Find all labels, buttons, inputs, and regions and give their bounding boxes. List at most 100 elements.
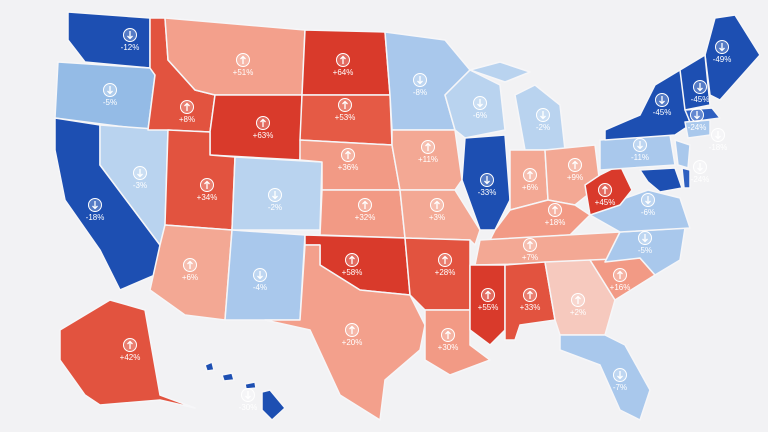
arrow-icon [342, 100, 348, 109]
arrow-icon [349, 255, 355, 264]
state-label: +3% [429, 198, 445, 222]
arrow-icon [527, 170, 533, 179]
arrow-icon [477, 99, 483, 108]
change-label: -2% [268, 203, 282, 212]
arrow-icon [540, 111, 546, 120]
change-label: +45% [595, 198, 616, 207]
change-label: -12% [121, 43, 140, 52]
arrow-icon [187, 260, 193, 269]
state-label: -6% [473, 96, 487, 120]
state-label: -18% [709, 128, 728, 152]
arrow-icon [345, 150, 351, 159]
arrow-icon [204, 180, 210, 189]
change-label: +7% [522, 253, 538, 262]
change-label: +36% [338, 163, 359, 172]
state-label: +20% [342, 323, 363, 347]
change-label: +58% [342, 268, 363, 277]
change-label: +30% [438, 343, 459, 352]
arrow-icon [184, 102, 190, 111]
change-label: -7% [613, 383, 627, 392]
state-label: -2% [536, 108, 550, 132]
change-label: +8% [179, 115, 195, 124]
state-label: -49% [713, 40, 732, 64]
change-label: +6% [522, 183, 538, 192]
state-label: +18% [545, 203, 565, 227]
arrow-icon [137, 169, 143, 178]
state-label: +64% [333, 53, 354, 77]
state-label: +16% [610, 268, 631, 292]
states [54, 11, 761, 421]
state-label: -24% [688, 108, 707, 132]
state-label: +32% [355, 198, 375, 222]
state-label: -11% [631, 138, 649, 162]
change-label: +55% [478, 303, 499, 312]
arrow-icon [694, 111, 700, 120]
arrow-icon [425, 142, 431, 151]
change-label: -2% [536, 123, 550, 132]
change-label: +20% [342, 338, 363, 347]
state [684, 107, 721, 123]
state [559, 334, 651, 421]
state [209, 94, 303, 161]
state-label: -4% [253, 268, 267, 292]
change-label: -45% [691, 95, 710, 104]
state-label: -30% [239, 388, 258, 412]
change-label: -24% [688, 123, 707, 132]
state-label: +45% [595, 183, 616, 207]
state-label: -8% [413, 73, 427, 97]
arrow-icon [642, 234, 648, 243]
state-label: +6% [182, 258, 198, 282]
arrow-icon [637, 141, 643, 150]
arrow-icon [445, 330, 451, 339]
change-label: -5% [638, 246, 652, 255]
arrow-icon [240, 55, 246, 64]
state-label: +9% [567, 158, 583, 182]
state-label: +2% [570, 293, 586, 317]
state [264, 244, 426, 421]
change-label: -49% [713, 55, 732, 64]
arrow-icon [245, 391, 251, 400]
arrow-icon [697, 163, 703, 172]
change-label: +51% [233, 68, 254, 77]
state-label: +11% [418, 140, 438, 164]
change-label: -5% [103, 98, 117, 107]
state-label: +33% [520, 288, 540, 312]
change-label: -30% [239, 403, 258, 412]
arrow-icon [442, 255, 448, 264]
state-label: -3% [133, 166, 147, 190]
state [261, 389, 286, 421]
change-label: -6% [641, 208, 655, 217]
state-label: +6% [522, 168, 538, 192]
change-label: +2% [570, 308, 586, 317]
arrow-icon [362, 200, 368, 209]
state-label: +58% [342, 253, 363, 277]
change-label: -8% [413, 88, 427, 97]
state-label: -5% [638, 231, 652, 255]
state [681, 167, 691, 189]
state [469, 264, 506, 346]
arrow-icon [617, 371, 623, 380]
change-label: +11% [418, 155, 438, 164]
arrow-icon [527, 240, 533, 249]
arrow-icon [257, 271, 263, 280]
state-label: +51% [233, 53, 254, 77]
state-label: +36% [338, 148, 359, 172]
change-label: +64% [333, 68, 354, 77]
state-label: -7% [613, 368, 627, 392]
change-label: -11% [631, 153, 649, 162]
state-label: +63% [253, 116, 273, 140]
state-label: +53% [335, 98, 355, 122]
arrow-icon [575, 295, 581, 304]
change-label: -24% [691, 175, 710, 184]
change-label: -18% [709, 143, 728, 152]
state [244, 381, 257, 390]
arrow-icon [552, 205, 558, 214]
state [639, 167, 683, 193]
state [67, 11, 151, 69]
change-label: +42% [120, 353, 141, 362]
change-label: +16% [610, 283, 631, 292]
arrow-icon [659, 96, 665, 105]
arrow-icon [485, 290, 491, 299]
state-label: -18% [86, 198, 104, 222]
